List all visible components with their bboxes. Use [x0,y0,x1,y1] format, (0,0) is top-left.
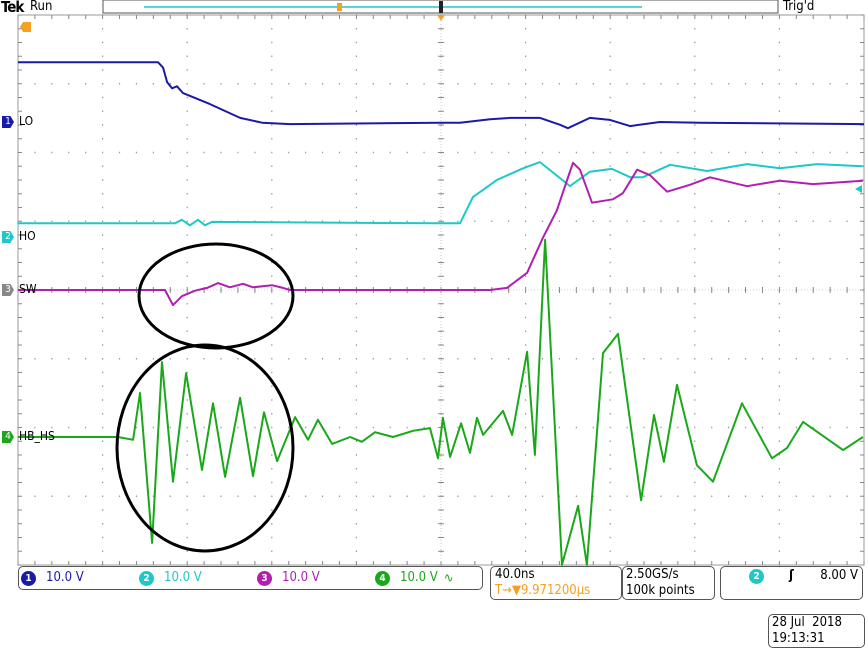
ch3-label: SW [19,282,37,296]
channel-scale-readout[interactable]: 1 10.0 V 2 10.0 V 3 10.0 V 4 10.0 V ∿ [18,566,483,590]
trigger-position-marker [437,15,445,21]
ch4-scale: 10.0 V [400,570,438,585]
annotation-ellipse-sw [137,242,295,350]
sample-rate: 2.50GS/s [626,567,679,582]
ch1-ground-marker[interactable]: 1 [2,116,14,128]
annotation-ellipse-hb-hs [115,343,295,553]
ch2-label: HO [19,229,36,243]
timebase-readout[interactable]: 40.0ns T→▼9.971200µs [490,566,622,600]
ch3-ground-marker[interactable]: 3 [2,284,14,296]
record-trigger-marker [337,3,342,11]
rising-edge-icon: ʃ [789,568,794,583]
record-length: 100k points [626,583,695,598]
trigger-level-marker[interactable] [855,185,862,193]
trace-lo [18,61,865,130]
ch1-chip[interactable]: 1 [21,570,36,586]
trigger-readout[interactable]: 2 ʃ 8.00 V [720,566,863,600]
horizontal-scale: 40.0ns [495,567,535,582]
trigger-level: 8.00 V [820,568,858,583]
ch4-chip[interactable]: 4 [375,570,390,586]
trace-hb-hs [18,238,864,566]
trigger-t-marker-icon [20,22,31,32]
trigger-state: Trig'd [783,0,815,14]
ch2-ground-marker[interactable]: 2 [2,231,14,243]
trigger-source-chip: 2 [749,569,764,584]
ch3-chip[interactable]: 3 [257,570,272,586]
horizontal-position: 9.971200µs [520,583,591,598]
ch1-scale: 10.0 V [46,570,84,585]
ch2-scale: 10.0 V [164,570,202,585]
bandwidth-limit-icon: ∿ [443,570,454,586]
trigger-position-icon: T→▼ [495,583,521,598]
run-state[interactable]: Run [30,0,53,14]
datetime-readout: 28 Jul 2018 19:13:31 [768,614,865,648]
time: 19:13:31 [772,631,825,646]
ch4-ground-marker[interactable]: 4 [2,431,14,443]
ch3-scale: 10.0 V [282,570,320,585]
record-position-marker[interactable] [439,1,443,13]
brand-logo: Tek [1,0,24,16]
ch1-label: LO [19,114,34,128]
acquisition-readout[interactable]: 2.50GS/s 100k points [622,566,715,600]
date: 28 Jul 2018 [772,615,842,630]
trace-sw [18,161,863,307]
trace-ho [18,161,863,227]
ch2-chip[interactable]: 2 [139,570,154,586]
ch4-label: HB_HS [19,429,55,443]
